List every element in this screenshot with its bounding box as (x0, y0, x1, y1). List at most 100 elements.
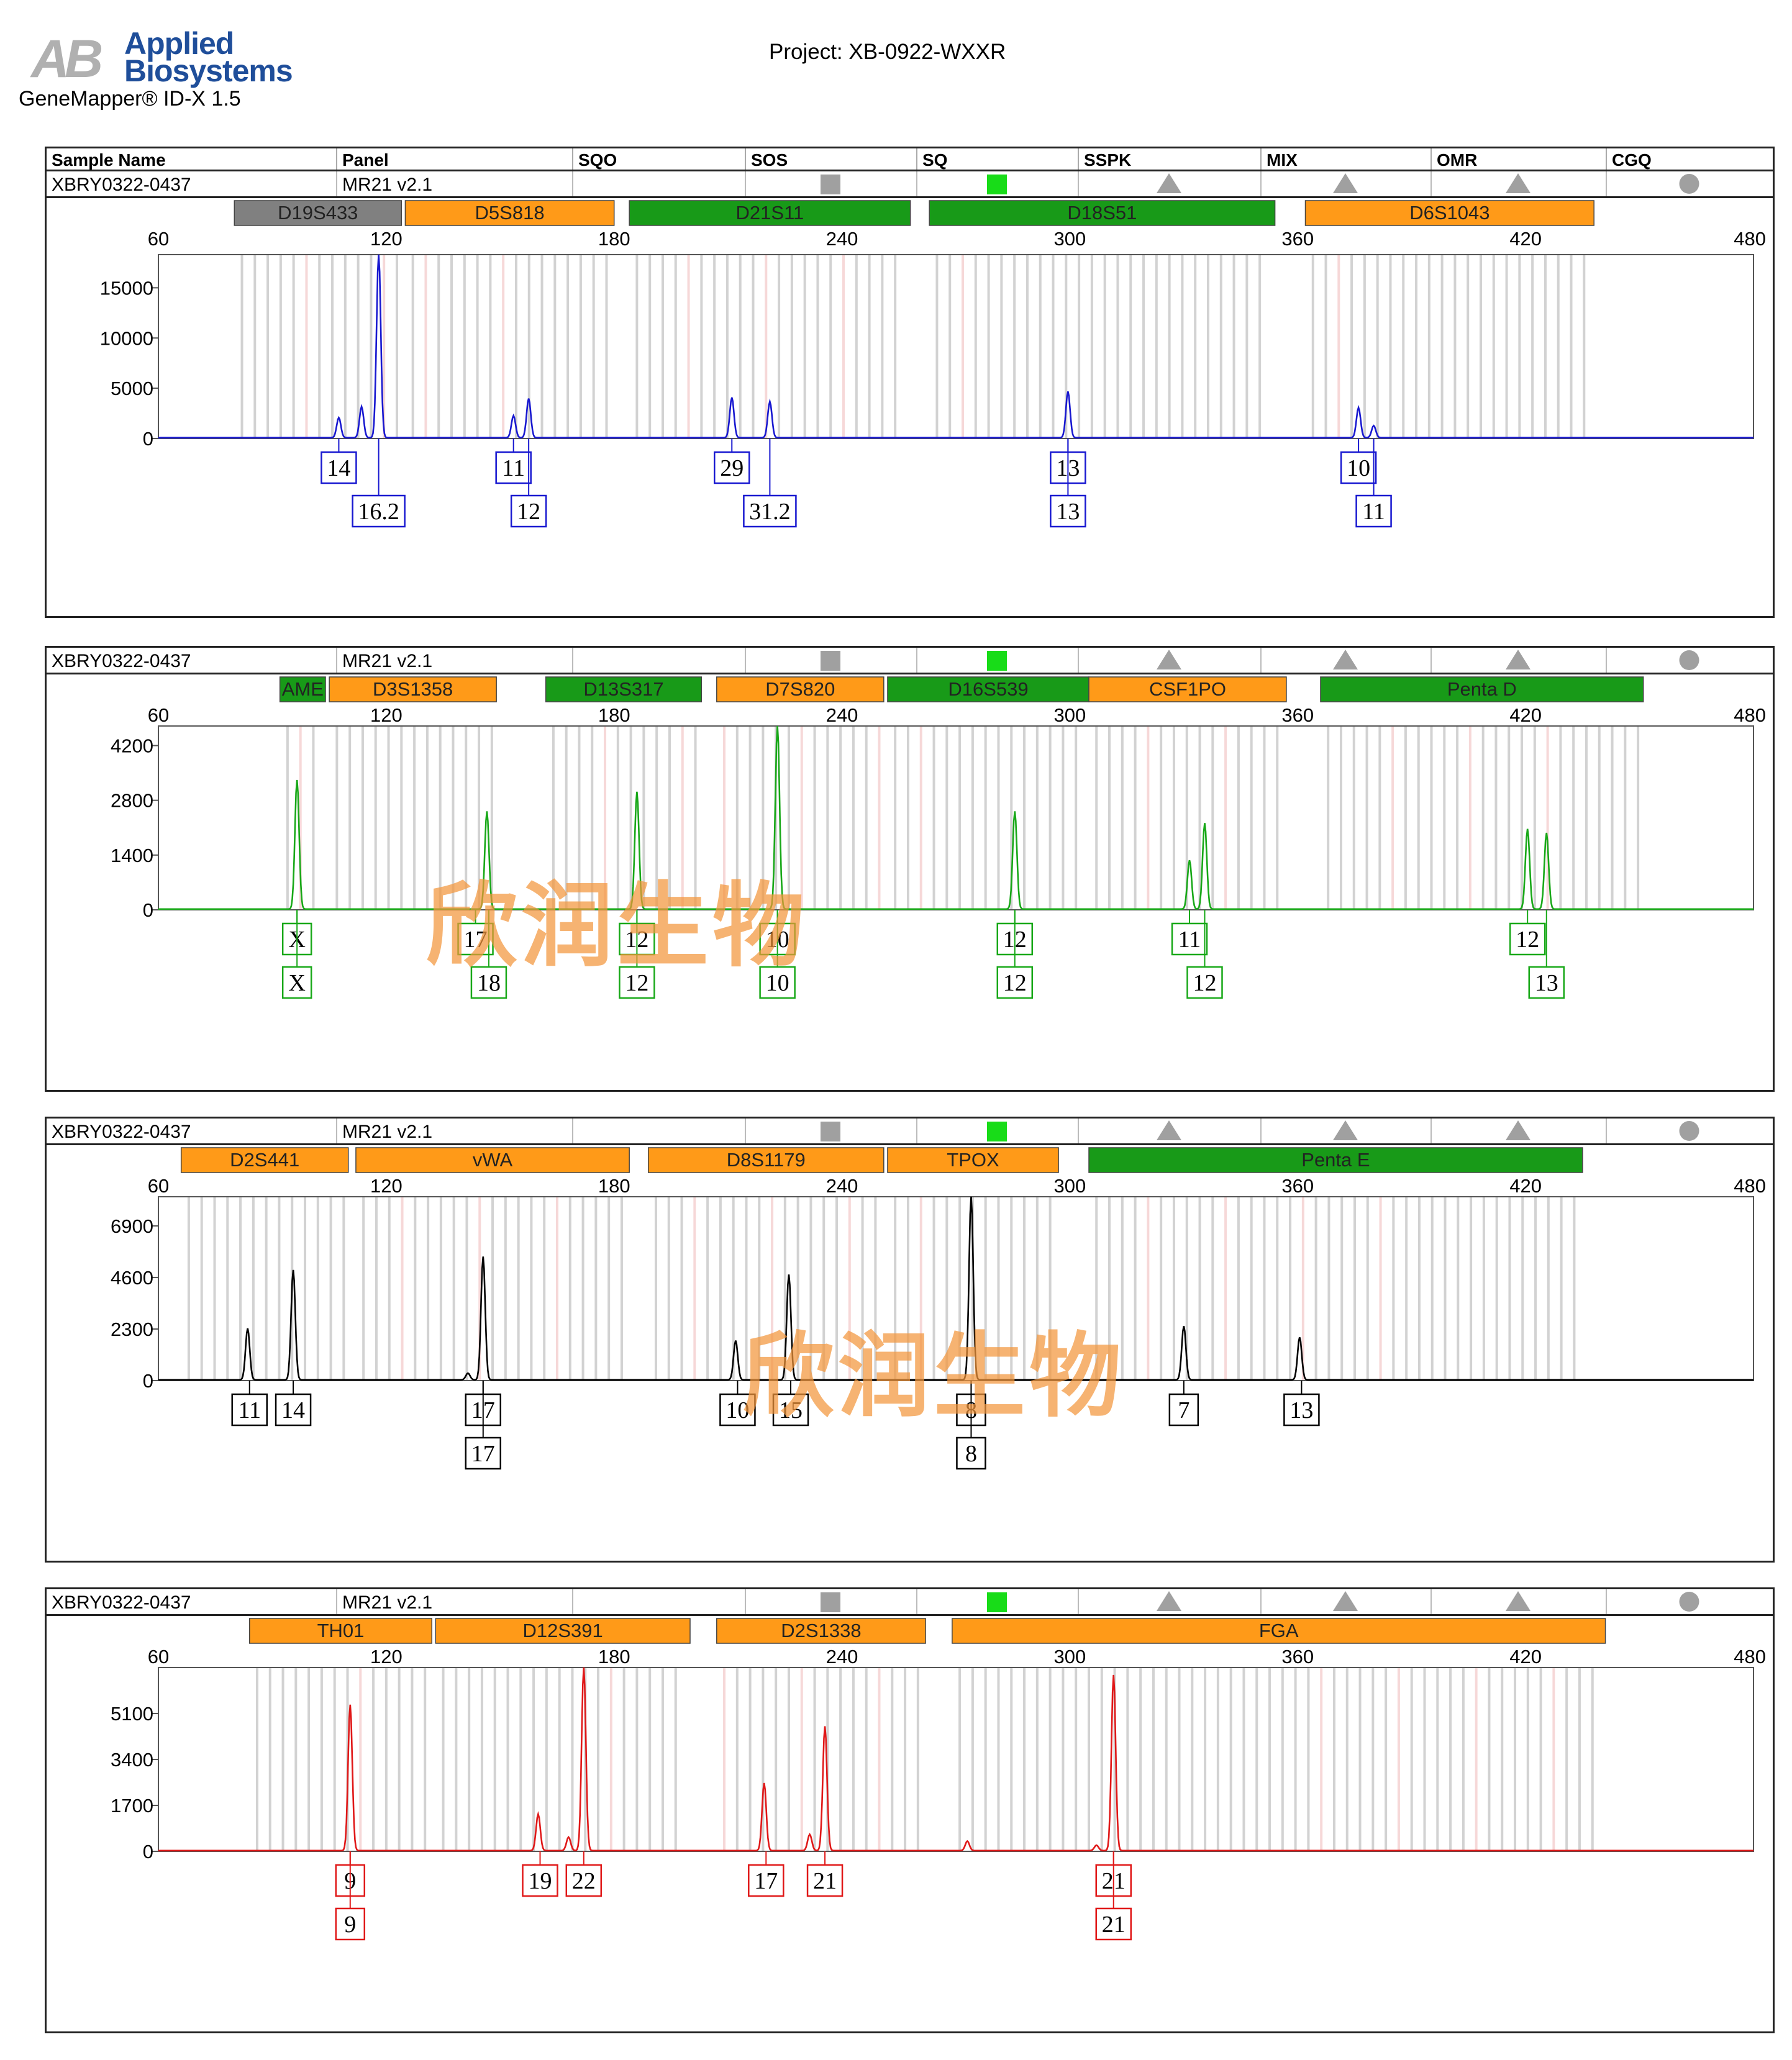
allele-call-box[interactable] (565, 1864, 603, 1897)
allele-call-box[interactable] (996, 966, 1034, 999)
marker-bin-fga[interactable] (952, 1618, 1606, 1644)
marker-bin-vwa[interactable] (355, 1147, 630, 1173)
allele-call-box[interactable] (714, 451, 750, 484)
allele-call-box[interactable] (719, 1393, 756, 1427)
marker-bin-ame[interactable] (279, 676, 326, 702)
allele-call-box[interactable] (281, 966, 312, 999)
marker-bin-tpox[interactable] (887, 1147, 1059, 1173)
allele-call-box[interactable] (956, 1436, 986, 1470)
x-tick-label: 60 (148, 1175, 169, 1197)
status-cell (745, 1589, 916, 1614)
watermark: 欣润生物 (742, 1323, 1125, 1430)
allele-call-label: X (288, 970, 305, 996)
allele-call-box[interactable] (1050, 494, 1086, 528)
status-cell (1078, 1118, 1260, 1143)
allele-call-box[interactable] (772, 1393, 809, 1427)
allele-call-box[interactable] (1186, 966, 1223, 999)
col-sqo[interactable]: SQO (572, 148, 745, 170)
marker-bin-d6s1043[interactable] (1304, 200, 1594, 226)
col-panel[interactable]: Panel (336, 148, 572, 170)
allele-call-box[interactable] (495, 451, 532, 484)
x-tick-label: 240 (826, 704, 858, 726)
allele-call-box[interactable] (321, 451, 357, 484)
x-tick-label: 420 (1509, 1175, 1542, 1197)
y-tick-label: 15000 (100, 277, 153, 299)
marker-bin-d18s51[interactable] (929, 200, 1276, 226)
col-sspk[interactable]: SSPK (1078, 148, 1260, 170)
marker-bin-th01[interactable] (248, 1618, 432, 1644)
y-tick-label: 3400 (111, 1749, 153, 1771)
allele-call-box[interactable] (522, 1864, 558, 1897)
marker-bin-d16s539[interactable] (887, 676, 1089, 702)
col-sample-name[interactable]: Sample Name (52, 150, 166, 170)
allele-call-box[interactable] (1509, 922, 1546, 956)
allele-call-box[interactable] (1095, 1907, 1132, 1941)
marker-label: Penta D (1447, 678, 1517, 700)
allele-call-box[interactable] (275, 1393, 312, 1427)
allele-call-box[interactable] (1528, 966, 1565, 999)
panel-cell: MR21 v2.1 (336, 171, 572, 196)
allele-call-box[interactable] (457, 922, 494, 956)
marker-bin-d7s820[interactable] (716, 676, 885, 702)
marker-bin-d5s818[interactable] (404, 200, 615, 226)
gray-circle-icon (1679, 650, 1699, 670)
marker-bin-d2s441[interactable] (180, 1147, 349, 1173)
allele-call-box[interactable] (743, 494, 797, 528)
sample-row[interactable]: XBRY0322-0437 MR21 v2.1 (47, 1589, 1773, 1616)
col-omr[interactable]: OMR (1430, 148, 1606, 170)
allele-call-box[interactable] (470, 966, 507, 999)
marker-bin-penta-d[interactable] (1320, 676, 1644, 702)
marker-bin-penta-e[interactable] (1088, 1147, 1583, 1173)
status-cell (572, 1589, 745, 1614)
allele-call-box[interactable] (231, 1393, 268, 1427)
allele-call-box[interactable] (1355, 494, 1392, 528)
col-mix[interactable]: MIX (1260, 148, 1430, 170)
allele-call-box[interactable] (759, 966, 796, 999)
col-cgq[interactable]: CGQ (1606, 148, 1773, 170)
status-cell (916, 1589, 1078, 1614)
panel-cell: MR21 v2.1 (336, 648, 572, 673)
allele-call-box[interactable] (1340, 451, 1377, 484)
marker-label: D18S51 (1067, 202, 1137, 224)
status-cell (572, 1118, 745, 1143)
gray-triangle-icon (1157, 1591, 1181, 1611)
gray-triangle-icon (1506, 173, 1530, 193)
sample-row[interactable]: XBRY0322-0437 MR21 v2.1 (47, 171, 1773, 198)
y-tick-label: 5100 (111, 1703, 153, 1725)
marker-bin-d19s433[interactable] (234, 200, 403, 226)
marker-label: TH01 (317, 1620, 365, 1641)
marker-bin-d13s317[interactable] (545, 676, 703, 702)
marker-bin-d2s1338[interactable] (716, 1618, 926, 1644)
allele-call-box[interactable] (619, 966, 655, 999)
col-sos[interactable]: SOS (745, 148, 916, 170)
sample-name-cell: XBRY0322-0437 (52, 1592, 191, 1613)
marker-bin-csf1po[interactable] (1088, 676, 1287, 702)
gray-triangle-icon (1506, 1120, 1530, 1140)
allele-call-box[interactable] (748, 1864, 785, 1897)
allele-call-box[interactable] (465, 1436, 502, 1470)
allele-call-box[interactable] (1168, 1393, 1199, 1427)
marker-bin-d8s1179[interactable] (647, 1147, 885, 1173)
marker-label: D16S539 (948, 678, 1028, 700)
allele-call-box[interactable] (806, 1864, 844, 1897)
marker-bin-d3s1358[interactable] (329, 676, 497, 702)
allele-call-box[interactable] (1171, 922, 1208, 956)
logo-wordmark: Applied Biosystems (124, 26, 293, 88)
allele-call-box[interactable] (335, 1907, 366, 1941)
x-tick-label: 420 (1509, 704, 1542, 726)
x-tick-label: 300 (1054, 1646, 1086, 1668)
allele-call-box[interactable] (1283, 1393, 1320, 1427)
allele-call-box[interactable] (510, 494, 547, 528)
status-cell (1430, 648, 1606, 673)
marker-bin-d21s11[interactable] (629, 200, 911, 226)
gray-circle-icon (1679, 1121, 1699, 1141)
sample-row[interactable]: XBRY0322-0437 MR21 v2.1 (47, 1118, 1773, 1145)
marker-bin-d12s391[interactable] (435, 1618, 691, 1644)
allele-call-label: 12 (1516, 927, 1539, 953)
col-sq[interactable]: SQ (916, 148, 1078, 170)
sample-row[interactable]: XBRY0322-0437 MR21 v2.1 (47, 648, 1773, 674)
y-tick-label: 10000 (100, 327, 153, 349)
x-tick-label: 300 (1054, 1175, 1086, 1197)
allele-call-box[interactable] (352, 494, 406, 528)
marker-label: D6S1043 (1409, 202, 1490, 224)
